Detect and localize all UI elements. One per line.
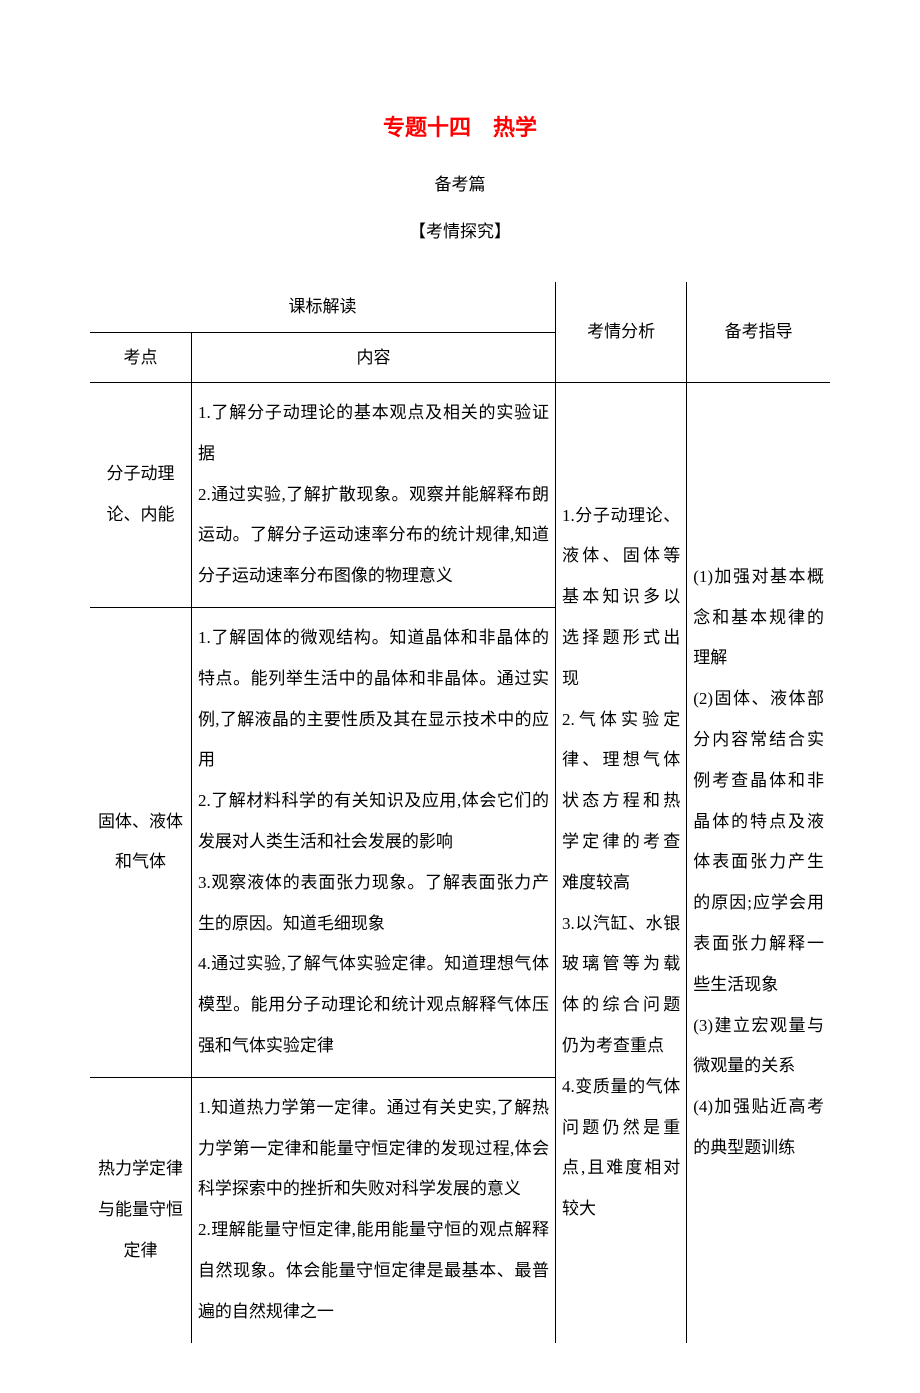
header-guidance: 备考指导 xyxy=(687,282,830,383)
row0-topic: 分子动理论、内能 xyxy=(90,383,191,608)
header-content: 内容 xyxy=(191,332,555,383)
header-kebiaojiedu: 课标解读 xyxy=(90,282,555,332)
subtitle: 备考篇 xyxy=(90,170,830,195)
row0-content: 1.了解分子动理论的基本观点及相关的实验证据2.通过实验,了解扩散现象。观察并能… xyxy=(191,383,555,608)
analysis-cell: 1.分子动理论、液体、固体等基本知识多以选择题形式出现2.气体实验定律、理想气体… xyxy=(555,383,686,1343)
main-table: 课标解读 考情分析 备考指导 考点 内容 分子动理论、内能 1.了解分子动理论的… xyxy=(90,282,830,1343)
guidance-cell: (1)加强对基本概念和基本规律的理解(2)固体、液体部分内容常结合实例考查晶体和… xyxy=(687,383,830,1343)
row2-topic: 热力学定律与能量守恒定律 xyxy=(90,1077,191,1342)
row1-topic: 固体、液体和气体 xyxy=(90,607,191,1077)
section-heading: 【考情探究】 xyxy=(90,217,830,242)
row1-content: 1.了解固体的微观结构。知道晶体和非晶体的特点。能列举生活中的晶体和非晶体。通过… xyxy=(191,607,555,1077)
header-analysis: 考情分析 xyxy=(555,282,686,383)
row2-content: 1.知道热力学第一定律。通过有关史实,了解热力学第一定律和能量守恒定律的发现过程… xyxy=(191,1077,555,1342)
page-title: 专题十四 热学 xyxy=(90,110,830,142)
header-topic: 考点 xyxy=(90,332,191,383)
